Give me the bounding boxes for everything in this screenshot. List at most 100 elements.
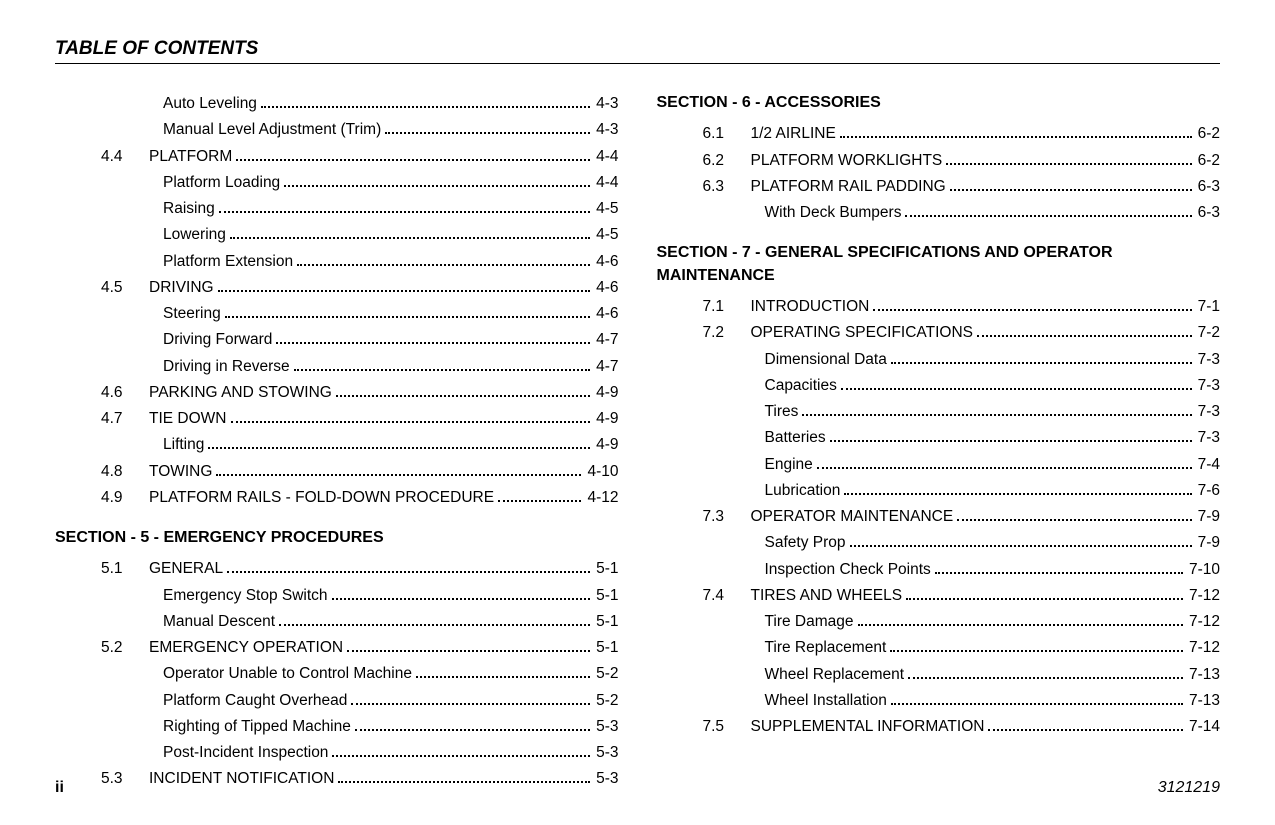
toc-leader-dots [950,179,1192,191]
toc-leader-dots [935,561,1183,573]
toc-entry: Tire Damage7-12 [657,610,1221,633]
toc-entry-page: 7-9 [1196,505,1220,528]
toc-entry: 6.2PLATFORM WORKLIGHTS6-2 [657,149,1221,172]
toc-entry-label: TIRES AND WHEELS [751,584,903,607]
toc-leader-dots [225,306,590,318]
toc-entry-page: 7-1 [1196,295,1220,318]
toc-entry-page: 7-12 [1187,610,1220,633]
toc-entry-page: 4-9 [594,433,618,456]
toc-entry-label: DRIVING [149,276,214,299]
toc-entry: 5.2EMERGENCY OPERATION5-1 [55,636,619,659]
toc-entry-label: PLATFORM RAIL PADDING [751,175,946,198]
toc-leader-dots [802,404,1191,416]
toc-entry: Platform Extension4-6 [55,250,619,273]
toc-entry-label: Wheel Installation [751,689,887,712]
toc-entry: Wheel Installation 7-13 [657,689,1221,712]
page-header: TABLE OF CONTENTS [55,38,1220,64]
toc-entry-label: Lowering [149,223,226,246]
toc-entry-page: 5-2 [594,662,618,685]
toc-entry-page: 4-6 [594,302,618,325]
toc-columns: Auto Leveling4-3Manual Level Adjustment … [55,92,1220,794]
toc-entry: 7.1INTRODUCTION7-1 [657,295,1221,318]
toc-entry-page: 4-7 [594,328,618,351]
toc-entry-number: 7.2 [657,321,751,344]
toc-entry-page: 7-12 [1187,636,1220,659]
toc-entry-page: 5-3 [594,715,618,738]
toc-entry: Tire Replacement7-12 [657,636,1221,659]
toc-leader-dots [332,587,591,599]
toc-entry-label: PLATFORM WORKLIGHTS [751,149,943,172]
toc-entry: Engine7-4 [657,453,1221,476]
toc-entry-page: 7-6 [1196,479,1220,502]
toc-left-column: Auto Leveling4-3Manual Level Adjustment … [55,92,619,794]
toc-leader-dots [858,614,1183,626]
toc-entry-label: Platform Extension [149,250,293,273]
toc-entry: 7.4TIRES AND WHEELS7-12 [657,584,1221,607]
toc-entry-page: 4-9 [594,381,618,404]
toc-entry-page: 7-9 [1196,531,1220,554]
toc-entry: Driving Forward 4-7 [55,328,619,351]
toc-entry: 4.9PLATFORM RAILS - FOLD-DOWN PROCEDURE 4… [55,486,619,509]
toc-leader-dots [347,640,590,652]
toc-entry-page: 7-12 [1187,584,1220,607]
toc-entry: Emergency Stop Switch5-1 [55,584,619,607]
footer-page-number: ii [55,779,64,797]
footer-doc-number: 3121219 [1158,779,1220,797]
toc-entry: Operator Unable to Control Machine 5-2 [55,662,619,685]
toc-entry-label: OPERATING SPECIFICATIONS [751,321,973,344]
toc-entry-page: 4-3 [594,92,618,115]
toc-entry-label: Platform Loading [149,171,280,194]
toc-leader-dots [906,588,1183,600]
toc-entry-page: 7-3 [1196,426,1220,449]
toc-entry-label: Operator Unable to Control Machine [149,662,412,685]
toc-section-title: SECTION - 5 - EMERGENCY PROCEDURES [55,527,619,549]
toc-entry-label: Driving Forward [149,328,272,351]
toc-entry: 7.5SUPPLEMENTAL INFORMATION7-14 [657,715,1221,738]
toc-leader-dots [988,719,1183,731]
toc-entry-number: 5.2 [55,636,149,659]
toc-entry: 4.5DRIVING4-6 [55,276,619,299]
toc-entry-label: OPERATOR MAINTENANCE [751,505,954,528]
toc-entry-label: Batteries [751,426,826,449]
toc-entry-number: 4.9 [55,486,149,509]
toc-entry-page: 7-3 [1196,400,1220,423]
toc-entry: Manual Level Adjustment (Trim)4-3 [55,118,619,141]
toc-entry-label: Dimensional Data [751,348,887,371]
toc-entry: Steering4-6 [55,302,619,325]
toc-entry: Wheel Replacement7-13 [657,663,1221,686]
toc-entry-label: GENERAL [149,557,223,580]
toc-entry-label: Inspection Check Points [751,558,931,581]
toc-leader-dots [946,152,1191,164]
toc-leader-dots [891,693,1183,705]
toc-entry-label: Manual Descent [149,610,275,633]
toc-entry: Platform Loading4-4 [55,171,619,194]
toc-entry-page: 4-12 [585,486,618,509]
toc-entry-page: 7-14 [1187,715,1220,738]
toc-leader-dots [830,430,1192,442]
toc-entry: Tires7-3 [657,400,1221,423]
toc-leader-dots [351,692,590,704]
toc-leader-dots [230,227,590,239]
toc-section-title: SECTION - 6 - ACCESSORIES [657,92,1221,114]
toc-entry-label: Righting of Tipped Machine [149,715,351,738]
toc-leader-dots [977,325,1192,337]
toc-entry: Driving in Reverse4-7 [55,355,619,378]
toc-entry-page: 5-3 [594,741,618,764]
toc-entry-label: PLATFORM RAILS - FOLD-DOWN PROCEDURE [149,486,494,509]
toc-leader-dots [416,666,590,678]
toc-entry-page: 5-1 [594,584,618,607]
toc-entry: 4.6PARKING AND STOWING4-9 [55,381,619,404]
toc-entry-label: Post-Incident Inspection [149,741,328,764]
page-footer: ii 3121219 [55,779,1220,797]
toc-entry-page: 4-7 [594,355,618,378]
toc-entry: Righting of Tipped Machine 5-3 [55,715,619,738]
toc-entry: Manual Descent5-1 [55,610,619,633]
toc-entry-number: 4.6 [55,381,149,404]
toc-entry-page: 7-10 [1187,558,1220,581]
toc-leader-dots [236,148,590,160]
toc-entry-number: 4.4 [55,145,149,168]
toc-leader-dots [332,745,590,757]
toc-entry-page: 7-2 [1196,321,1220,344]
toc-entry-page: 7-3 [1196,348,1220,371]
toc-entry-page: 7-13 [1187,689,1220,712]
